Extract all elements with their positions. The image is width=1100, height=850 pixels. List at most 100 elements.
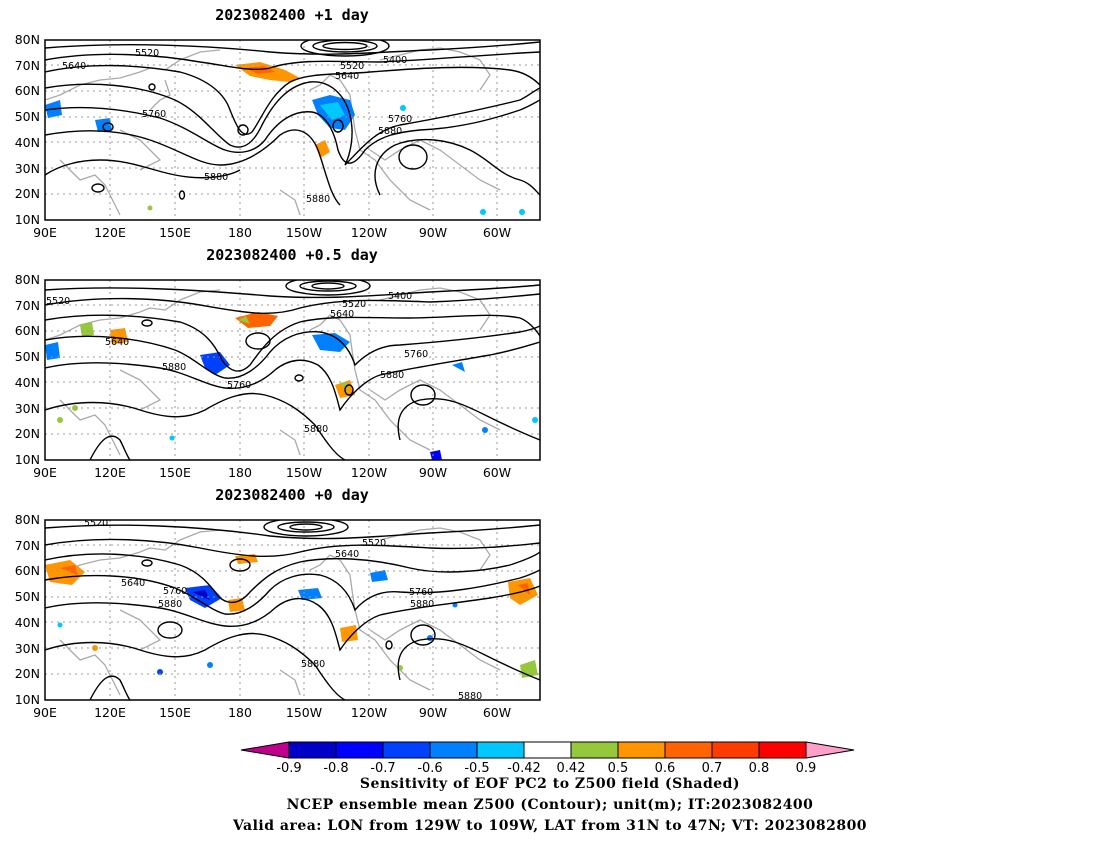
svg-text:180: 180 xyxy=(228,705,252,720)
colorbar-boxes xyxy=(240,741,855,759)
colorbar-tick-label: 0.8 xyxy=(749,761,770,776)
colorbar-tick-label: -0.9 xyxy=(276,761,301,776)
colorbar-box xyxy=(429,741,478,759)
svg-text:60W: 60W xyxy=(483,705,511,720)
coastlines xyxy=(45,527,501,696)
contour-label: 5520 xyxy=(362,538,386,549)
caption-line-3: Valid area: LON from 129W to 109W, LAT f… xyxy=(232,818,868,834)
contour-label: 5640 xyxy=(121,578,145,589)
panel-frame xyxy=(44,519,541,701)
svg-text:90W: 90W xyxy=(419,225,447,240)
contour-label: 5880 xyxy=(380,370,404,381)
svg-text:80N: 80N xyxy=(15,32,40,47)
svg-text:60W: 60W xyxy=(483,225,511,240)
lon-tick-labels: 90E 120E 150E 180 150W 120W 90W 60W xyxy=(33,705,511,720)
contour-labels: 5520 5520 5640 5640 5760 5880 5760 5880 … xyxy=(84,518,482,702)
panel-plus-1-day: 2023082400 +1 day xyxy=(15,6,541,240)
svg-text:150W: 150W xyxy=(286,225,322,240)
colorbar-box xyxy=(382,741,431,759)
svg-text:120E: 120E xyxy=(94,465,126,480)
svg-text:20N: 20N xyxy=(15,186,40,201)
svg-text:80N: 80N xyxy=(15,272,40,287)
svg-text:90E: 90E xyxy=(33,705,57,720)
lat-tick-labels: 80N 70N 60N 50N 40N 30N 20N 10N xyxy=(15,32,40,227)
contour-label: 5520 xyxy=(340,61,364,72)
lon-tick-labels: 90E 120E 150E 180 150W 120W 90W 60W xyxy=(33,225,511,240)
svg-text:20N: 20N xyxy=(15,426,40,441)
svg-text:120E: 120E xyxy=(94,225,126,240)
svg-text:50N: 50N xyxy=(15,589,40,604)
svg-text:20N: 20N xyxy=(15,666,40,681)
lat-tick-labels: 80N 70N 60N 50N 40N 30N 20N 10N xyxy=(15,272,40,467)
svg-text:10N: 10N xyxy=(15,452,40,467)
contour-label: 5760 xyxy=(163,586,187,597)
svg-text:60N: 60N xyxy=(15,563,40,578)
contour-label: 5760 xyxy=(404,349,428,360)
svg-text:90W: 90W xyxy=(419,465,447,480)
lon-tick-labels: 90E 120E 150E 180 150W 120W 90W 60W xyxy=(33,465,511,480)
contour-label: 5640 xyxy=(335,71,359,82)
svg-text:180: 180 xyxy=(228,225,252,240)
colorbar-under-arrow xyxy=(240,741,290,759)
colorbar-tick-label: 0.9 xyxy=(796,761,817,776)
svg-text:150W: 150W xyxy=(286,705,322,720)
svg-text:150E: 150E xyxy=(159,705,191,720)
contour-label: 5400 xyxy=(388,291,412,302)
grid-lines xyxy=(45,520,540,700)
svg-text:40N: 40N xyxy=(15,135,40,150)
svg-text:10N: 10N xyxy=(15,692,40,707)
contour-label: 5880 xyxy=(458,691,482,702)
contour-label: 5760 xyxy=(227,380,251,391)
colorbar-tick-label: -0.5 xyxy=(464,761,489,776)
svg-text:90E: 90E xyxy=(33,465,57,480)
contour-label: 5880 xyxy=(158,599,182,610)
svg-text:150W: 150W xyxy=(286,465,322,480)
svg-text:10N: 10N xyxy=(15,212,40,227)
contour-label: 5400 xyxy=(383,55,407,66)
contour-label: 5880 xyxy=(378,126,402,137)
svg-text:150E: 150E xyxy=(159,465,191,480)
panel-title: 2023082400 +0.5 day xyxy=(206,246,378,264)
contour-label: 5880 xyxy=(162,362,186,373)
svg-text:60N: 60N xyxy=(15,323,40,338)
svg-text:180: 180 xyxy=(228,465,252,480)
svg-text:70N: 70N xyxy=(15,58,40,73)
coastlines xyxy=(45,47,501,216)
colorbar-box xyxy=(711,741,760,759)
contour-label: 5520 xyxy=(84,518,108,529)
contour-label: 5880 xyxy=(204,172,228,183)
lat-tick-labels: 80N 70N 60N 50N 40N 30N 20N 10N xyxy=(15,512,40,707)
contour-label: 5520 xyxy=(135,48,159,59)
grid-lines xyxy=(45,40,540,220)
colorbar-box xyxy=(758,741,807,759)
colorbar-box xyxy=(523,741,572,759)
contour-label: 5880 xyxy=(410,599,434,610)
svg-text:90E: 90E xyxy=(33,225,57,240)
svg-text:30N: 30N xyxy=(15,401,40,416)
contour-label: 5640 xyxy=(330,309,354,320)
svg-text:120W: 120W xyxy=(351,225,387,240)
svg-text:30N: 30N xyxy=(15,641,40,656)
grid-lines xyxy=(45,280,540,460)
caption-line-1: Sensitivity of EOF PC2 to Z500 field (Sh… xyxy=(359,776,741,792)
colorbar-tick-label: 0.7 xyxy=(702,761,723,776)
contour-labels: 5520 5520 5640 5400 5640 5880 5760 5760 … xyxy=(46,291,428,435)
svg-text:70N: 70N xyxy=(15,298,40,313)
contour-label: 5640 xyxy=(105,337,129,348)
colorbar-tick-label: 0.5 xyxy=(608,761,629,776)
svg-text:30N: 30N xyxy=(15,161,40,176)
panel-frame xyxy=(44,279,541,461)
contour-label: 5880 xyxy=(304,424,328,435)
svg-text:120W: 120W xyxy=(351,465,387,480)
contour-label: 5760 xyxy=(388,114,412,125)
svg-text:40N: 40N xyxy=(15,615,40,630)
svg-text:60W: 60W xyxy=(483,465,511,480)
svg-text:60N: 60N xyxy=(15,83,40,98)
svg-text:50N: 50N xyxy=(15,109,40,124)
contour-label: 5760 xyxy=(409,587,433,598)
caption-line-2: NCEP ensemble mean Z500 (Contour); unit(… xyxy=(286,797,814,813)
svg-text:50N: 50N xyxy=(15,349,40,364)
contour-label: 5520 xyxy=(46,296,70,307)
colorbar-box xyxy=(570,741,619,759)
contour-label: 5640 xyxy=(62,61,86,72)
